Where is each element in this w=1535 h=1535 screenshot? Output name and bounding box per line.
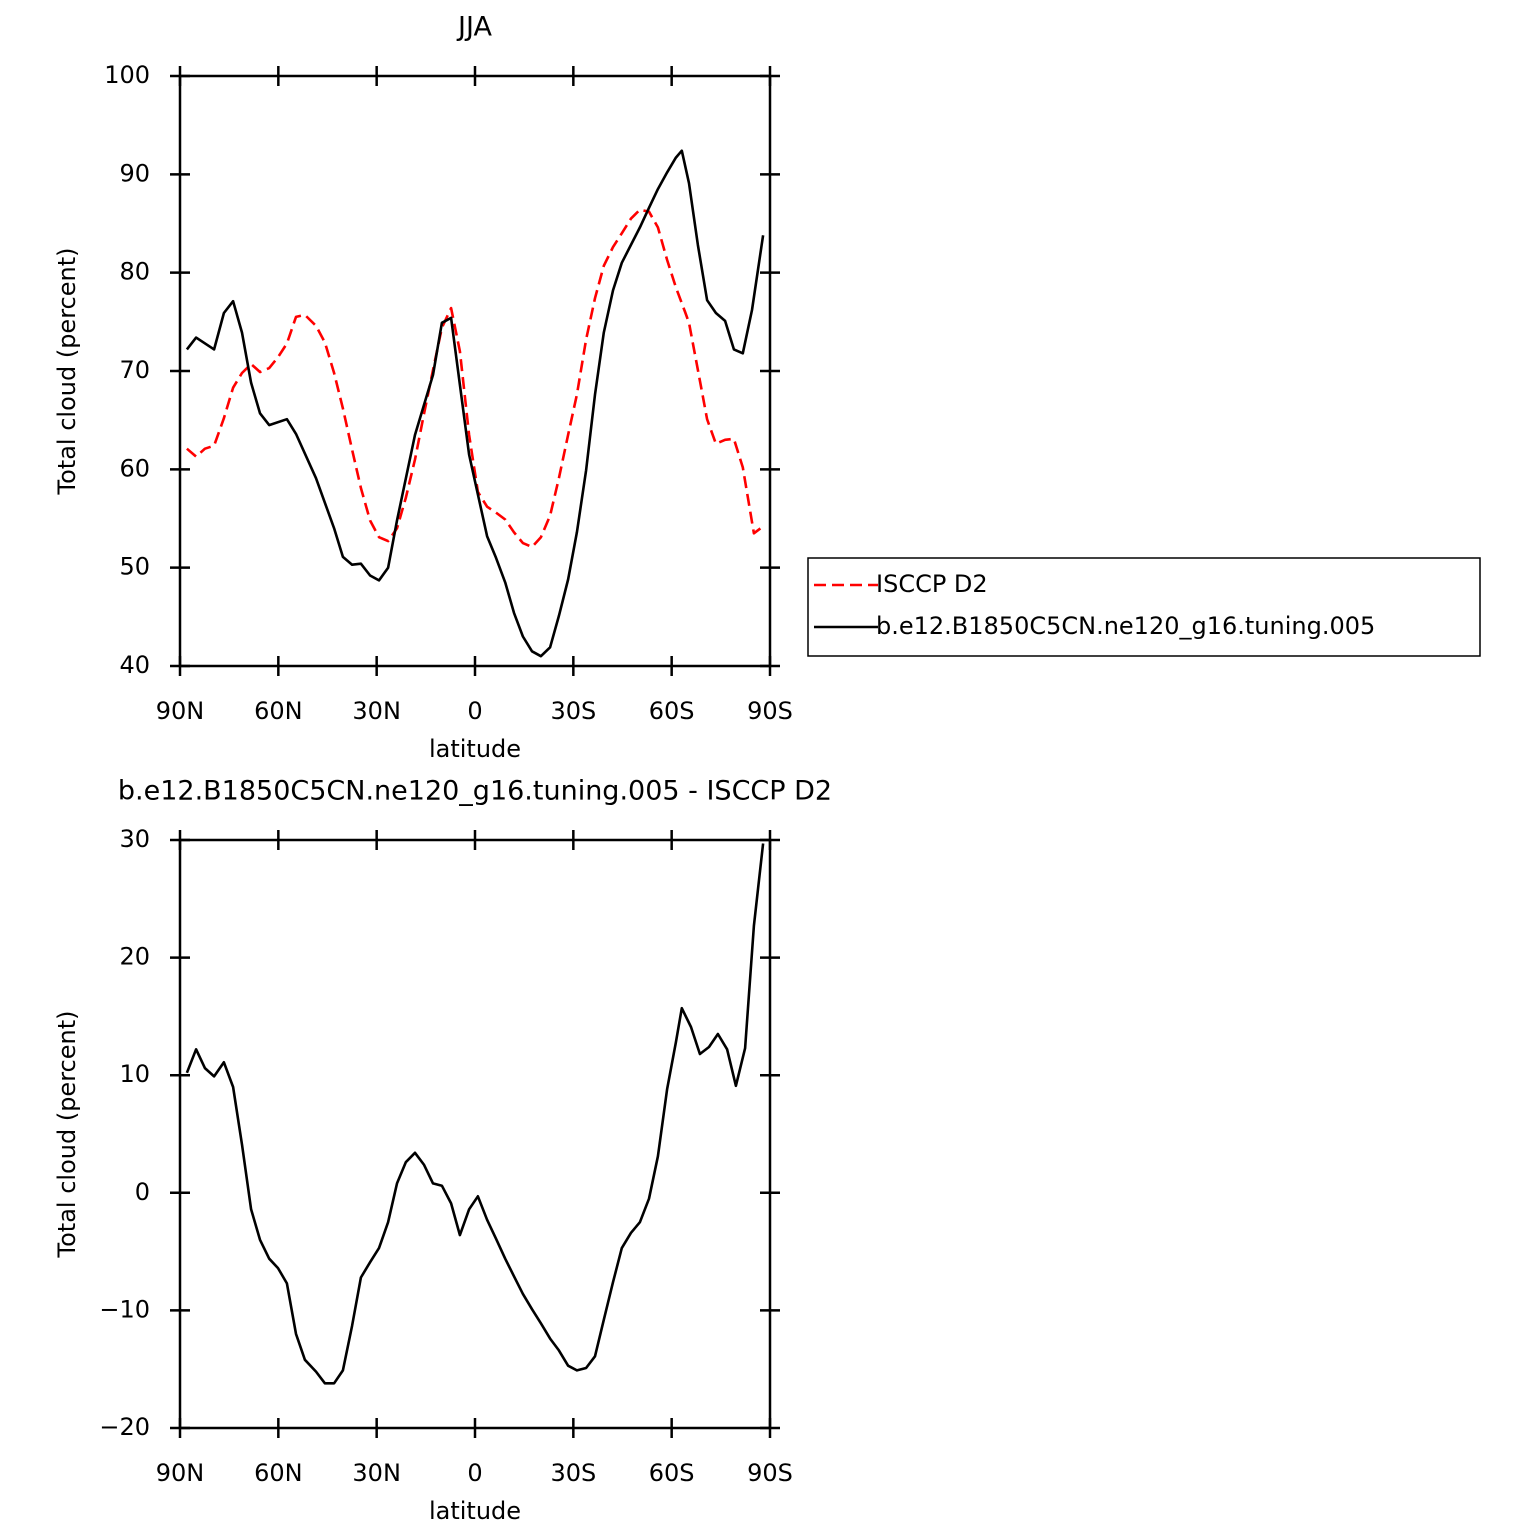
y-tick-label: 100 [104, 61, 150, 89]
x-tick-label: 30N [352, 1459, 401, 1487]
data-line [185, 149, 765, 658]
y-tick-label: 0 [135, 1178, 150, 1206]
x-tick-label: 0 [467, 697, 482, 725]
x-tick-label: 30S [550, 697, 596, 725]
chart-title: JJA [456, 12, 492, 43]
x-tick-label: 60N [254, 1459, 303, 1487]
y-tick-label: 40 [119, 651, 150, 679]
data-line [186, 208, 764, 549]
y-tick-label: 50 [119, 553, 150, 581]
y-axis-label: Total cloud (percent) [53, 1011, 81, 1259]
legend-label: b.e12.B1850C5CN.ne120_g16.tuning.005 [876, 612, 1375, 640]
y-tick-label: 10 [119, 1060, 150, 1088]
y-tick-label: 70 [119, 356, 150, 384]
x-tick-label: 90N [156, 697, 205, 725]
x-tick-label: 30N [352, 697, 401, 725]
y-tick-label: −10 [99, 1295, 150, 1323]
x-tick-label: 60N [254, 697, 303, 725]
y-tick-label: −20 [99, 1413, 150, 1441]
x-tick-label: 90N [156, 1459, 205, 1487]
x-tick-label: 60S [649, 1459, 695, 1487]
plot-frame [178, 74, 772, 668]
x-axis-label: latitude [429, 1497, 521, 1525]
y-axis-label: Total cloud (percent) [53, 248, 81, 496]
y-tick-label: 60 [119, 454, 150, 482]
plot-frame [178, 838, 772, 1430]
x-tick-label: 90S [747, 1459, 793, 1487]
chart-title: b.e12.B1850C5CN.ne120_g16.tuning.005 - I… [118, 776, 832, 807]
legend-label: ISCCP D2 [876, 570, 988, 598]
x-axis-label: latitude [429, 735, 521, 763]
legend-box [807, 557, 1481, 657]
y-tick-label: 80 [119, 258, 150, 286]
x-tick-label: 60S [649, 697, 695, 725]
y-tick-label: 90 [119, 159, 150, 187]
data-line [185, 843, 765, 1385]
y-tick-label: 20 [119, 943, 150, 971]
y-tick-label: 30 [119, 825, 150, 853]
x-tick-label: 0 [467, 1459, 482, 1487]
x-tick-label: 90S [747, 697, 793, 725]
x-tick-label: 30S [550, 1459, 596, 1487]
